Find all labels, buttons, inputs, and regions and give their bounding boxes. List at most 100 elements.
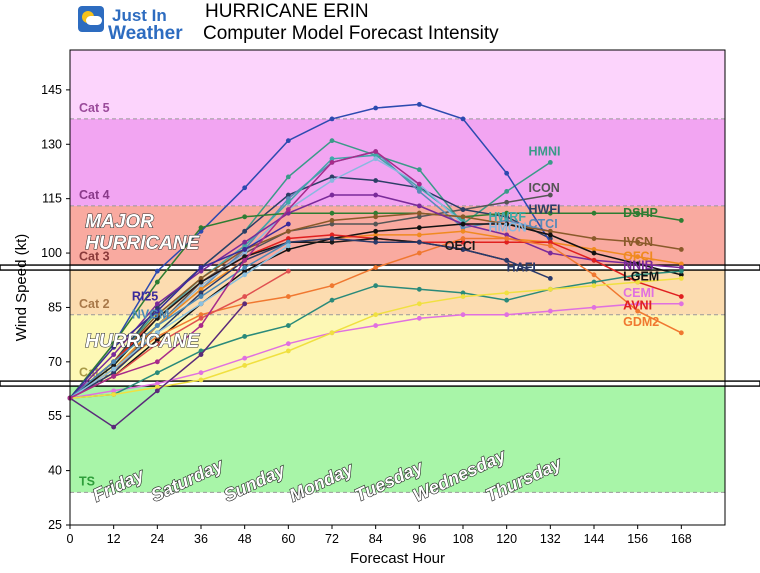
data-point <box>111 359 117 365</box>
data-point <box>198 323 204 328</box>
logo-text-top: Just In <box>112 6 167 25</box>
series-teal-model <box>67 268 684 401</box>
band-label-ts: TS <box>79 474 95 488</box>
data-point <box>373 221 379 227</box>
data-point <box>154 312 160 318</box>
data-point <box>198 283 204 289</box>
x-tick-label: 96 <box>412 532 426 546</box>
data-point <box>285 174 291 180</box>
data-point <box>678 294 684 299</box>
data-point <box>460 214 466 220</box>
data-point <box>504 232 510 238</box>
category-text-hurricane: HURRICANE <box>85 233 200 254</box>
data-point <box>154 279 160 285</box>
data-point <box>198 301 204 307</box>
x-tick-label: 108 <box>453 532 474 546</box>
data-point <box>416 167 422 173</box>
data-point <box>242 363 248 368</box>
data-point <box>678 261 684 267</box>
series-line-cat5-model <box>69 103 551 399</box>
data-point <box>242 214 248 220</box>
data-point <box>198 286 204 292</box>
data-point <box>285 243 291 249</box>
series-label-icon: ICON <box>529 181 560 195</box>
series-label-hafi: HAFI <box>507 261 536 275</box>
data-point <box>460 207 466 212</box>
data-point <box>416 250 422 256</box>
threshold-line-64 <box>0 380 760 387</box>
data-point <box>154 323 160 328</box>
data-point <box>416 214 422 220</box>
data-point <box>285 239 291 245</box>
data-point <box>416 189 422 194</box>
series-label-nnib: NNIB <box>623 259 654 273</box>
data-point <box>373 232 379 238</box>
y-tick-label: 145 <box>41 83 62 97</box>
band-label-cat-5: Cat 5 <box>79 101 110 115</box>
series-label-dshp: DSHP <box>623 206 658 220</box>
data-point <box>504 210 510 216</box>
plot-frame <box>69 49 726 526</box>
data-point <box>285 236 291 241</box>
data-point <box>154 359 160 365</box>
threshold-line-96 <box>0 264 760 271</box>
data-point <box>635 239 641 245</box>
data-point <box>460 218 466 223</box>
series-label-ri25: RI25 <box>132 290 158 304</box>
data-point <box>504 297 510 303</box>
data-point <box>416 181 422 187</box>
data-point <box>504 239 510 245</box>
data-point <box>591 210 597 216</box>
data-point <box>198 352 204 357</box>
data-point <box>242 268 248 274</box>
data-point <box>242 294 248 299</box>
series-magenta-model <box>67 149 422 401</box>
data-point <box>635 301 641 307</box>
series-line-nvgm <box>69 241 289 399</box>
data-point <box>242 265 248 270</box>
data-point <box>242 334 248 339</box>
data-point <box>678 330 684 336</box>
data-point <box>416 185 422 191</box>
data-point <box>198 268 204 274</box>
data-point <box>504 221 510 227</box>
data-point <box>111 366 117 372</box>
data-point <box>460 221 466 227</box>
data-point <box>547 239 553 245</box>
series-line-ri25 <box>69 223 289 399</box>
series-label-ofcl: OFCL <box>623 250 657 264</box>
data-point <box>329 178 335 183</box>
data-point <box>373 239 379 245</box>
data-point <box>635 279 641 285</box>
data-point <box>547 228 553 234</box>
data-point <box>329 232 335 238</box>
data-point <box>329 330 335 336</box>
band-ts <box>70 383 725 493</box>
series-label-hwfi: HWFI <box>529 203 561 217</box>
data-point <box>504 199 510 205</box>
data-point <box>111 388 117 394</box>
y-axis-label: Wind Speed (kt) <box>13 234 30 342</box>
data-point <box>329 156 335 162</box>
data-point <box>591 247 597 252</box>
data-point <box>373 236 379 241</box>
data-point <box>635 254 641 260</box>
data-point <box>242 228 248 234</box>
data-point <box>198 265 204 270</box>
data-point <box>111 344 117 350</box>
data-point <box>416 101 422 107</box>
data-point <box>504 218 510 223</box>
data-point <box>547 210 553 216</box>
data-point <box>504 189 510 194</box>
data-point <box>111 424 117 430</box>
data-point <box>547 276 553 281</box>
data-point <box>460 116 466 122</box>
data-point <box>198 225 204 231</box>
series-label-hmni: HMNI <box>529 145 561 159</box>
data-point <box>373 152 379 158</box>
header: Just In Weather HURRICANE ERIN Computer … <box>0 0 760 48</box>
data-point <box>329 218 335 223</box>
